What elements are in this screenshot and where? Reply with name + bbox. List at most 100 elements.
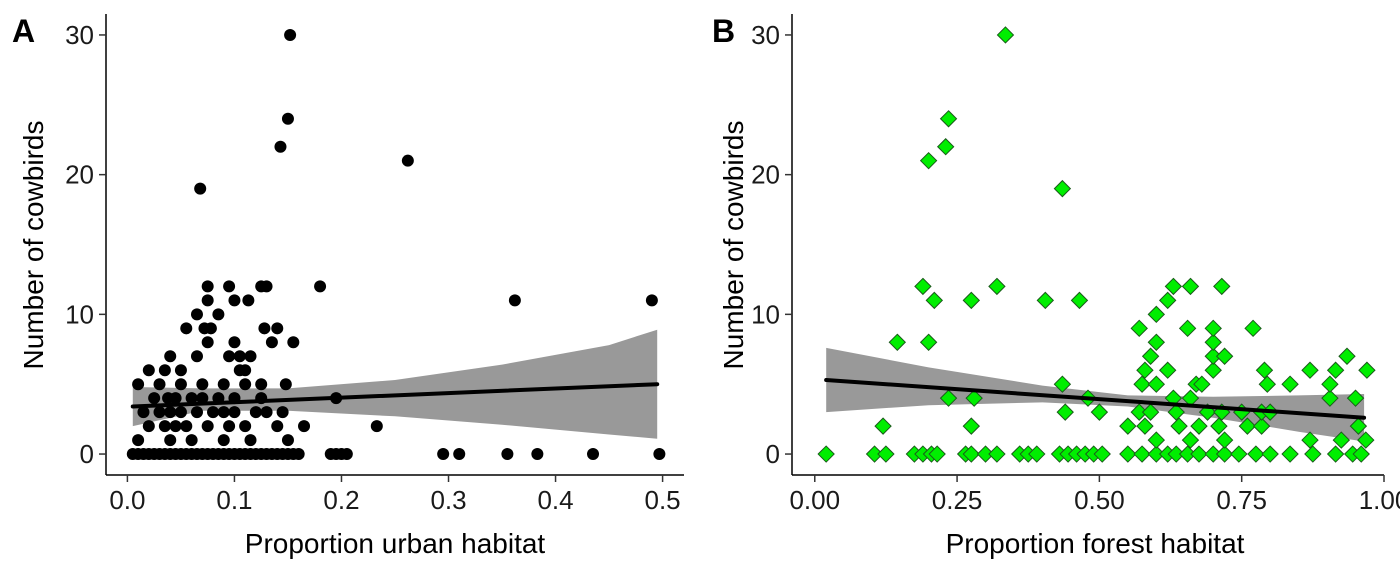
panel-a-data-point [158,420,171,433]
panel-a-data-point [158,364,171,377]
panel-b-data-point [1093,445,1111,463]
panel-a-data-point [153,378,166,391]
panel-a-data-point [340,448,353,461]
panel-a-data-point [244,350,257,363]
panel-b-data-point [1332,431,1351,449]
panel-a-confidence-ribbon [132,329,658,439]
panel-a-data-point [370,420,383,433]
panel-a-data-point [148,392,161,405]
panel-b-data-point [1358,361,1376,379]
panel-b-data-point [1119,417,1137,435]
panel-b-y-axis-title: Number of cowbirds [718,121,749,370]
panel-b-data-point [1136,361,1154,379]
panel-a-data-point [265,336,278,349]
panel-a-data-point [223,420,236,433]
panel-b-data-point [962,445,981,463]
panel-b-data-point [1204,333,1222,351]
panel-b-x-tick-label: 0.00 [789,485,840,515]
panel-b-data-point [962,417,981,435]
panel-a-data-point [292,448,305,461]
panel-b-data-point [1167,445,1185,463]
panel-a-data-point [531,448,544,461]
panel-a-data-point [185,392,198,405]
panel-b-data-point [1238,417,1257,435]
panel-b-data-point [1247,445,1265,463]
panel-b-data-point [965,389,983,407]
panel-a-data-point [271,322,284,335]
panel-a-data-point [217,434,230,447]
panel-a-data-point [653,448,666,461]
panel-a-data-point [204,322,217,335]
panel-a-data-point [132,434,145,447]
panel-b-data-point [1281,375,1299,393]
panel-a-data-point [228,294,241,307]
panel-b-data-point [1346,389,1365,407]
panel-b-data-point [1070,291,1089,310]
panel-b-data-point [928,445,946,463]
panel-a-data-point [401,154,414,167]
panel-a-data-point [249,406,262,419]
panel-a-data-point [244,434,257,447]
panel-b-data-point [1321,389,1339,407]
panel-b-data-point [1301,431,1319,449]
panel-b-data-point [1338,347,1356,365]
panel-a-x-tick-label: 0.3 [430,485,466,515]
panel-a-trend-line [130,382,660,409]
panel-a-data-point [281,112,294,125]
panel-a-data-point [437,448,450,461]
panel-b-data-point [1301,361,1319,379]
panel-b-data-point [988,445,1006,463]
panel-b-data-point [936,138,955,156]
panel-b-data-point [1204,361,1222,379]
panel-b-x-tick-label: 1.00 [1359,485,1400,515]
panel-b-data-point [919,333,938,351]
panel-a-data-point [271,420,284,433]
panel-a-data-point [217,378,230,391]
panel-a-data-point [142,420,155,433]
panel-a-data-point [207,406,220,419]
panel-a-x-tick-label: 0.1 [216,485,252,515]
panel-b-data-point [1147,431,1166,449]
panel-b-confidence-ribbon [826,347,1365,442]
panel-b-data-point [1147,305,1166,324]
panel-a-data-point [174,406,187,419]
panel-a-data-point [201,280,214,293]
panel-a-data-point [223,350,236,363]
panel-b-x-tick-label: 0.50 [1074,485,1125,515]
panel-b-data-point [1215,347,1234,365]
panel-a-data-point [223,280,236,293]
panel-b-data-point [962,291,981,310]
panel-b-data-point [1321,375,1339,393]
panel-b-data-point [1193,375,1211,393]
panel-b-data-point [1158,291,1177,310]
panel-a-data-point [190,308,203,321]
panel-a-x-axis-title: Proportion urban habitat [245,528,546,559]
panel-a-data-point [217,406,230,419]
panel-a-data-point [201,420,214,433]
panel-b-data-point [996,26,1015,44]
panel-b-data-point [1190,445,1208,463]
panel-a-chart: A Proportion urban habitat Number of cow… [12,13,684,559]
panel-a-data-point [169,420,182,433]
panel-b-data-point [976,445,995,463]
panel-b-data-point [1213,277,1231,296]
panel-a-data-point [501,448,514,461]
panel-a-data-point [260,280,273,293]
panel-a-data-point [228,406,241,419]
panel-a-data-point [508,294,521,307]
panel-b-data-point [1136,417,1154,435]
panel-b-data-point [1204,319,1222,338]
panel-b-data-point [1158,361,1177,379]
panel-b-data-point [1178,319,1197,338]
panel-a-data-point [255,378,268,391]
panel-b-x-tick-label: 0.75 [1216,485,1267,515]
panel-b-data-point [1147,333,1166,351]
panel-a-data-point [281,434,294,447]
panel-a-data-point [180,322,193,335]
panel-b-data-point [1230,445,1248,463]
panel-b-x-tick-label: 0.25 [932,485,983,515]
panel-a-data-point [174,364,187,377]
panel-a-data-point [228,336,241,349]
panel-b-data-point [1215,431,1234,449]
panel-a-data-point [132,378,145,391]
